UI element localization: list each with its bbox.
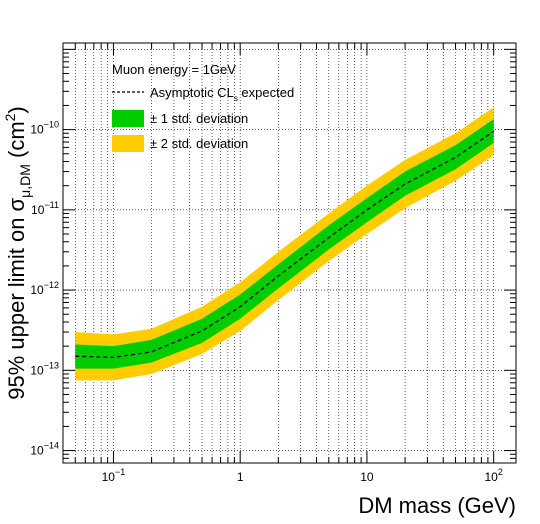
legend-band2-swatch bbox=[112, 135, 144, 152]
plot-frame bbox=[62, 42, 517, 464]
legend-band1-swatch bbox=[112, 110, 144, 127]
legend-expected-label: Asymptotic CLs expected bbox=[150, 85, 294, 103]
two-sigma-band bbox=[75, 107, 494, 381]
y-tick-label: 10−12 bbox=[30, 280, 59, 297]
x-tick-label: 102 bbox=[484, 467, 502, 484]
x-axis-title: DM mass (GeV) bbox=[358, 493, 516, 518]
y-tick-label: 10−13 bbox=[30, 360, 59, 377]
x-tick-label: 10 bbox=[360, 470, 374, 484]
expected-limit-path bbox=[75, 130, 495, 359]
y-tick-label: 10−11 bbox=[31, 200, 59, 217]
y-tick-labels: 10−14 10−13 10−12 10−11 10−10 bbox=[30, 120, 59, 458]
legend-header: Muon energy = 1GeV bbox=[112, 62, 236, 77]
x-tick-labels: 10−1 1 10 102 bbox=[102, 467, 503, 484]
expected-limit-line bbox=[75, 130, 495, 359]
x-tick-label: 1 bbox=[237, 470, 244, 484]
legend-expected-sub: s bbox=[234, 94, 238, 103]
y-tick-label: 10−10 bbox=[30, 120, 59, 137]
y-tick-label: 10−14 bbox=[30, 441, 59, 458]
y-axis-title: 95% upper limit on σμ,DM (cm2) bbox=[2, 106, 33, 400]
x-tick-label: 10−1 bbox=[102, 467, 126, 484]
two-sigma-band-area bbox=[75, 107, 494, 381]
legend-band1-label: ± 1 std. deviation bbox=[150, 111, 248, 126]
legend: Muon energy = 1GeV Asymptotic CLs expect… bbox=[112, 62, 294, 152]
legend-band2-label: ± 2 std. deviation bbox=[150, 136, 248, 151]
axis-ticks bbox=[63, 43, 516, 463]
y-axis-title-sub: μ,DM bbox=[17, 164, 33, 198]
y-axis-title-sup: 2 bbox=[2, 113, 18, 121]
